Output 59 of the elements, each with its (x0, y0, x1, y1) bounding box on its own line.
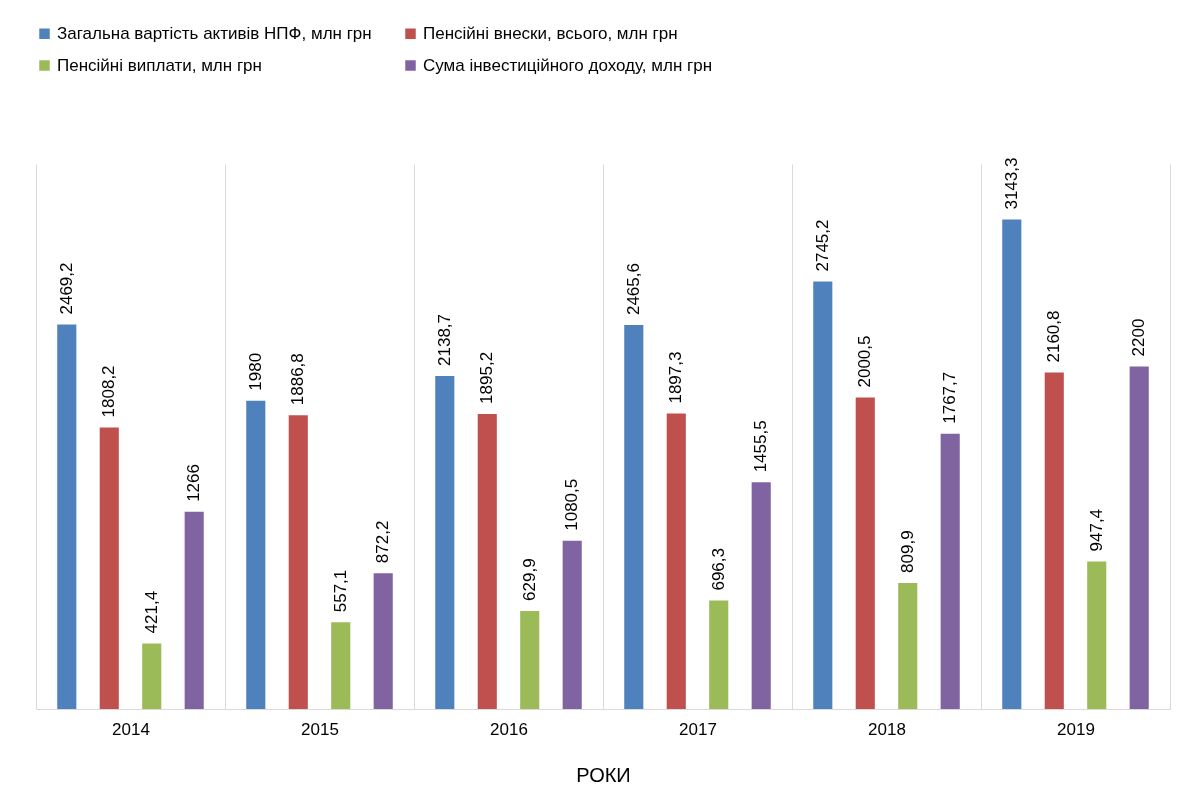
bar (435, 375, 455, 709)
bar (751, 482, 771, 709)
bar (624, 325, 644, 709)
data-label: 2745,2 (812, 219, 832, 272)
bar (709, 600, 729, 709)
data-label: 1080,5 (562, 478, 582, 531)
legend-label: Загальна вартість активів НПФ, млн грн (57, 23, 372, 43)
data-label: 3143,3 (1001, 157, 1021, 210)
data-label: 1897,3 (666, 351, 686, 404)
bar (373, 573, 393, 709)
bar (855, 397, 875, 709)
bar (1087, 561, 1107, 709)
bar (142, 643, 162, 709)
data-label: 629,9 (519, 558, 539, 601)
data-label: 1886,8 (288, 353, 308, 406)
bar (57, 324, 77, 709)
bar (99, 427, 119, 709)
legend-label: Пенсійні виплати, млн грн (57, 55, 262, 75)
data-label: 1895,2 (477, 351, 497, 404)
bar (477, 413, 497, 709)
x-tick-label: 2015 (301, 719, 339, 739)
data-label: 809,9 (897, 530, 917, 573)
data-label: 2469,2 (56, 262, 76, 315)
data-label: 1266 (184, 464, 204, 502)
bar (940, 433, 960, 709)
data-label: 2465,6 (623, 263, 643, 316)
x-tick-label: 2014 (112, 719, 150, 739)
data-label: 1767,7 (940, 371, 960, 424)
data-label: 2000,5 (855, 335, 875, 388)
data-label: 947,4 (1086, 508, 1106, 552)
x-tick-label: 2019 (1057, 719, 1095, 739)
bar (1002, 219, 1022, 709)
x-tick-label: 2016 (490, 719, 528, 739)
bar (666, 413, 686, 709)
bar (331, 622, 351, 709)
data-label: 1455,5 (751, 420, 771, 473)
bar (184, 511, 204, 709)
data-label: 2138,7 (434, 313, 454, 366)
bar (898, 582, 918, 709)
x-tick-label: 2018 (868, 719, 906, 739)
data-label: 2200 (1129, 318, 1149, 357)
legend-label: Пенсійні внески, всього, млн грн (423, 23, 678, 43)
data-label: 557,1 (330, 569, 350, 613)
bar (520, 610, 540, 709)
data-label: 1808,2 (99, 365, 119, 418)
x-axis-title: РОКИ (576, 763, 631, 786)
bar (1129, 366, 1149, 709)
bar (562, 540, 582, 709)
bar (246, 400, 266, 709)
data-label: 1980 (245, 352, 265, 391)
data-label: 2160,8 (1044, 310, 1064, 363)
bar (288, 415, 308, 709)
data-label: 421,4 (141, 590, 161, 634)
bar (1044, 372, 1064, 709)
data-label: 696,3 (708, 548, 728, 591)
bar (813, 281, 833, 709)
data-label: 872,2 (373, 520, 393, 564)
legend-label: Сума інвестиційного доходу, млн грн (423, 55, 713, 75)
x-tick-label: 2017 (679, 719, 717, 739)
